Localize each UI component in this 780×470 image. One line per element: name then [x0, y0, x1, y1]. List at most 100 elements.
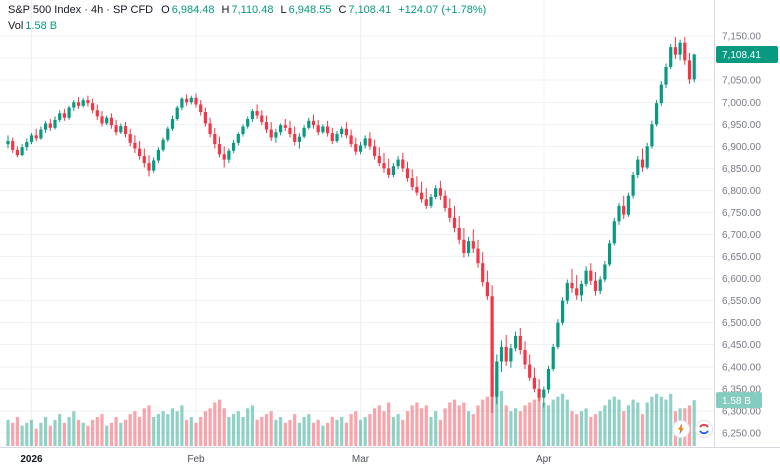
volume-bar [279, 417, 283, 446]
candle-body [467, 241, 471, 254]
candle-body [260, 115, 264, 123]
candle-body [476, 248, 480, 264]
candle-body [91, 103, 95, 111]
open-value: 6,984.48 [171, 4, 215, 16]
candle-body [340, 128, 344, 135]
candle-body [659, 84, 663, 104]
volume-label: Vol [8, 20, 24, 32]
candle-body [166, 128, 170, 140]
candle-body [269, 129, 273, 138]
price-tick-label: 6,400.00 [722, 362, 761, 373]
candle-body [452, 217, 457, 228]
price-tick-label: 6,300.00 [722, 406, 761, 417]
volume-bar [659, 396, 663, 446]
volume-bar [152, 417, 156, 446]
volume-bar [448, 402, 452, 446]
candle-body [438, 188, 442, 196]
volume-bar [29, 419, 34, 446]
volume-bar [608, 399, 612, 446]
volume-bar [424, 405, 428, 446]
candle-body [170, 119, 175, 129]
volume-bar [123, 419, 128, 446]
price-tick-label: 6,700.00 [722, 230, 761, 241]
volume-bar [514, 408, 518, 446]
time-tick-label: Mar [352, 454, 370, 465]
candle-body [95, 110, 99, 117]
volume-bar [105, 425, 109, 446]
volume-bar [396, 414, 400, 446]
candle-body [279, 125, 283, 133]
volume-bar [499, 390, 504, 446]
symbol-title[interactable]: S&P 500 Index · 4h · SP CFD [8, 4, 154, 16]
candle-body [283, 125, 287, 128]
volume-bar [76, 419, 81, 446]
candle-body [274, 132, 278, 138]
volume-bar [264, 414, 269, 446]
candle-body [199, 104, 203, 112]
candle-body [518, 335, 522, 351]
volume-bar [368, 414, 372, 446]
candle-body [354, 144, 358, 152]
candle-body [119, 126, 123, 133]
volume-bar [274, 419, 278, 446]
candle-body [156, 149, 160, 161]
candle-body [387, 168, 391, 176]
volume-bar [330, 417, 334, 446]
volume-bar [34, 428, 38, 446]
candle-body [669, 47, 673, 68]
volume-bar [91, 419, 95, 446]
candle-body [105, 117, 109, 124]
candle-body [123, 126, 128, 135]
volume-bar [246, 408, 250, 446]
candle-body [152, 160, 156, 171]
price-tick-label: 6,800.00 [722, 186, 761, 197]
volume-bar [561, 393, 565, 446]
volume-bar [438, 419, 442, 446]
volume-bar [67, 417, 71, 446]
volume-bar [598, 411, 602, 446]
candle-body [227, 150, 231, 160]
volume-bar [589, 417, 593, 446]
candle-body [429, 197, 433, 206]
volume-bar [156, 414, 160, 446]
candle-body [410, 178, 414, 187]
volume-bar [603, 405, 607, 446]
candle-body [363, 138, 367, 146]
candle-body [608, 243, 612, 265]
volume-bar [391, 417, 395, 446]
volume-bar [405, 411, 410, 446]
volume-bar [495, 370, 499, 446]
volume-bar [15, 417, 19, 446]
volume-bar [100, 414, 104, 446]
candle-body [86, 100, 90, 104]
candle-body [288, 127, 292, 135]
price-tick-label: 6,350.00 [722, 384, 761, 395]
price-tick-label: 6,600.00 [722, 274, 761, 285]
candle-body [593, 280, 598, 291]
lightning-button[interactable] [672, 420, 690, 438]
candle-body [514, 335, 518, 349]
brand-button[interactable] [695, 420, 713, 438]
volume-bar [185, 419, 189, 446]
candle-body [142, 156, 146, 164]
time-axis[interactable] [0, 447, 780, 470]
high-value: 7,110.48 [231, 4, 274, 16]
candle-body [316, 125, 320, 133]
candle-body [471, 241, 475, 249]
candle-body [358, 145, 363, 152]
candle-body [100, 116, 104, 124]
volume-bar [311, 422, 316, 446]
time-tick-label: Feb [187, 454, 205, 465]
volume-bar [11, 422, 15, 446]
candle-body [293, 134, 297, 142]
price-tick-label: 6,750.00 [722, 208, 761, 219]
volume-bar [420, 408, 424, 446]
legend-volume-row: Vol 1.58 B [8, 19, 486, 33]
candle-body [692, 54, 696, 80]
candle-body [391, 166, 395, 176]
price-axis[interactable] [714, 0, 780, 447]
volume-bar [161, 411, 165, 446]
candle-body [53, 119, 57, 128]
